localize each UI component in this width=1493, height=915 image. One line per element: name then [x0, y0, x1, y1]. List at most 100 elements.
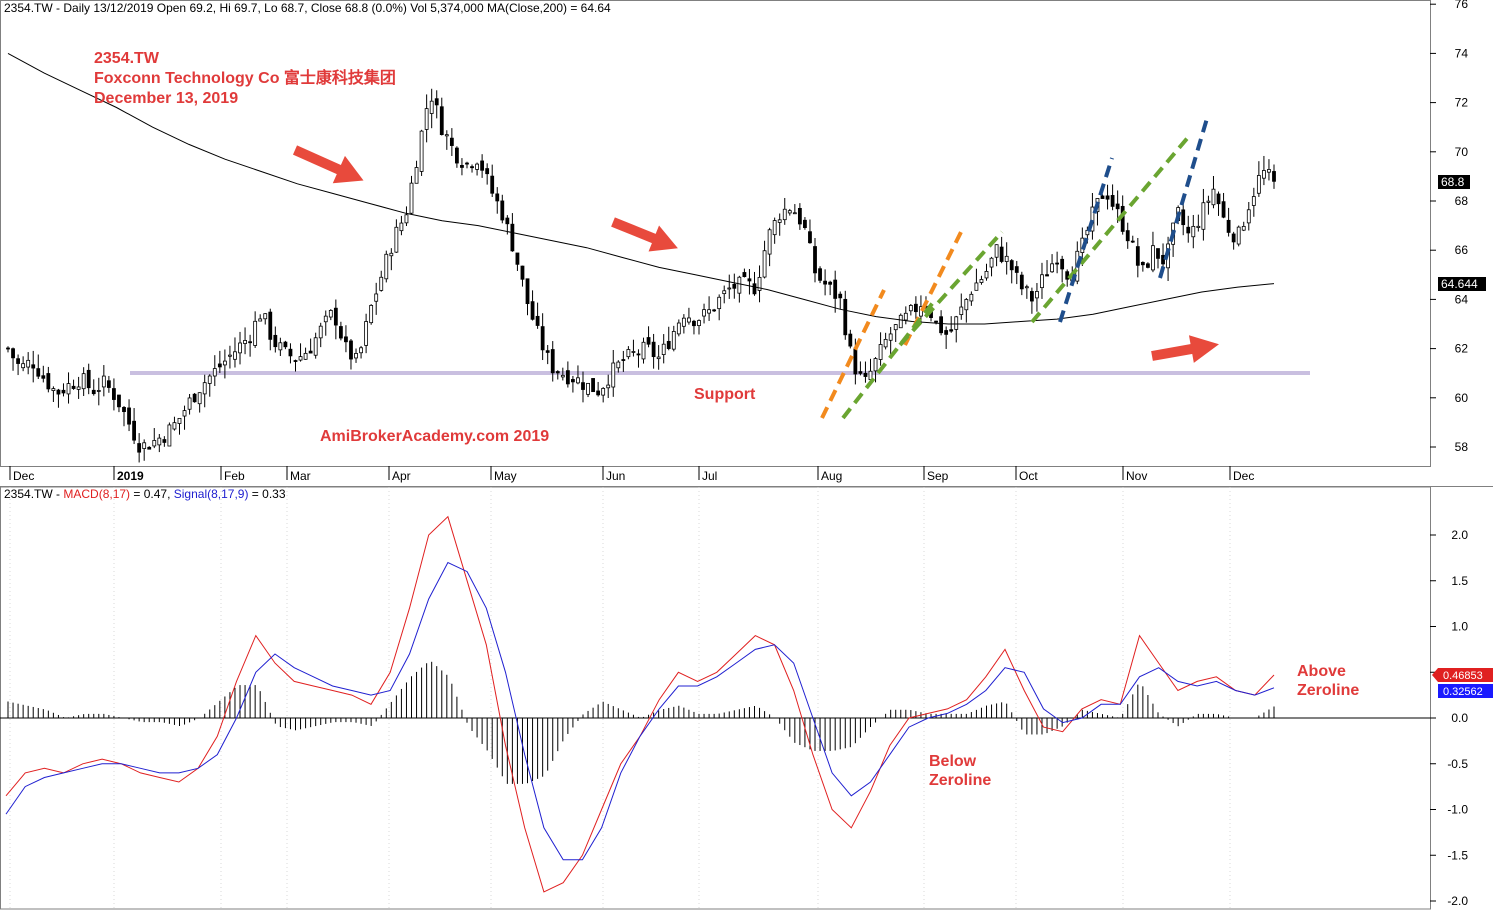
candle-body [313, 337, 318, 356]
candle-body [71, 385, 76, 389]
candle-body [1161, 254, 1165, 265]
candle-body [1110, 195, 1115, 207]
candle-body [81, 373, 86, 390]
candle-body [616, 361, 621, 369]
title-line-2: Foxconn Technology Co 富士康科技集团 [94, 68, 396, 87]
orange-trendline-1 [820, 289, 886, 419]
price-grid: 58 60 62 64 66 68 70 72 74 76 [1430, 0, 1468, 454]
candle-body [641, 341, 646, 360]
candle-body [515, 252, 520, 265]
candle-body [1181, 209, 1186, 226]
candle-body [611, 362, 616, 388]
candle-body [707, 309, 711, 314]
candles [6, 88, 1276, 463]
candle-body [591, 378, 595, 393]
candle-body [1201, 202, 1206, 230]
candle-body [1065, 271, 1070, 280]
price-tick-label: 76 [1455, 0, 1469, 11]
blue-trendline-2 [1158, 114, 1210, 279]
x-tick-label: Dec [13, 469, 34, 483]
macd-panel-frame [0, 486, 1431, 910]
candle-body [217, 363, 222, 368]
candle-body [182, 410, 187, 417]
red-arrow-3 [1151, 335, 1219, 363]
candle-body [520, 265, 525, 280]
candle-body [122, 406, 126, 413]
below-zeroline-label-1: Below [929, 753, 977, 770]
above-zeroline-label-1: Above [1297, 663, 1346, 680]
candle-body [555, 371, 560, 374]
candle-body [399, 222, 404, 232]
candle-body [419, 130, 424, 172]
candle-body [1090, 206, 1095, 232]
candle-body [646, 337, 651, 345]
green-trendline-3 [1030, 133, 1192, 324]
candle-body [434, 98, 439, 106]
candle-body [379, 276, 384, 291]
price-tick-label: 68 [1455, 194, 1469, 208]
signal-tag: 0.32562 [1443, 686, 1483, 698]
candle-body [338, 326, 343, 339]
candle-body [1267, 169, 1271, 173]
candle-body [389, 252, 394, 257]
candle-body [444, 134, 449, 137]
candle-body [863, 372, 868, 377]
candle-body [429, 100, 434, 114]
macd-tick-label: -2.0 [1447, 894, 1468, 908]
candle-body [359, 347, 363, 354]
candle-body [1024, 286, 1029, 289]
candle-body [127, 407, 131, 425]
candle-body [1246, 209, 1251, 224]
candle-body [601, 388, 606, 396]
macd-header-signal: Signal(8,17,9) [174, 487, 249, 501]
candle-body [1196, 225, 1201, 228]
macd-tick-label: -1.5 [1447, 848, 1468, 862]
candle-body [228, 354, 232, 357]
candle-body [525, 278, 530, 305]
candle-body [61, 389, 66, 394]
candle-body [797, 207, 802, 225]
candle-body [919, 306, 923, 317]
candle-body [364, 321, 369, 346]
candle-body [354, 353, 358, 359]
candle-body [86, 369, 91, 389]
candle-body [681, 317, 686, 327]
candle-body [344, 336, 348, 343]
candle-body [606, 384, 611, 389]
candle-body [1241, 225, 1246, 231]
candle-body [1231, 233, 1236, 243]
candle-body [21, 363, 26, 369]
candle-body [959, 306, 964, 316]
price-tick-label: 64 [1455, 292, 1469, 306]
candle-body [586, 382, 590, 395]
candle-body [949, 329, 954, 332]
candle-body [202, 382, 207, 395]
candle-body [636, 353, 641, 356]
candle-body [1100, 195, 1105, 199]
candle-body [1014, 266, 1019, 273]
candle-body [207, 375, 212, 384]
x-axis: Dec 2019 Feb Mar Apr May Jun Jul Aug Sep Oct Nov Dec [9, 466, 1254, 909]
candle-body [979, 279, 984, 283]
candle-body [803, 219, 807, 228]
candle-body [46, 373, 51, 390]
candle-body [268, 311, 273, 340]
candle-body [323, 315, 328, 323]
candle-body [243, 340, 247, 344]
candle-body [1009, 260, 1014, 271]
blue-trendline-1 [1058, 157, 1114, 323]
candle-body [1262, 170, 1266, 179]
candle-body [76, 386, 81, 390]
candle-body [167, 424, 172, 447]
candle-body [843, 298, 848, 336]
candle-body [772, 220, 777, 236]
candle-body [318, 325, 323, 339]
candle-body [878, 344, 883, 360]
macd-grid: -2.0-1.5-1.0-0.50.00.51.01.52.0 [1430, 528, 1468, 908]
candle-body [712, 309, 717, 312]
ma-tag: 64.644 [1441, 277, 1478, 291]
candle-body [828, 281, 833, 285]
candle-body [934, 320, 938, 323]
candle-body [702, 309, 706, 317]
